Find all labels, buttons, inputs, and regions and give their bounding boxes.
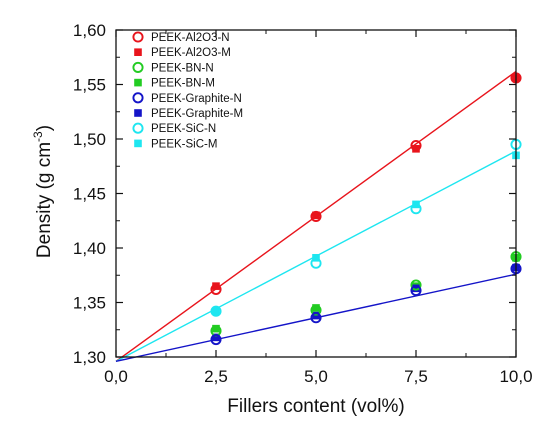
data-markers (210, 72, 522, 346)
point-peek-al2o3-m (312, 211, 320, 220)
legend-label-peek-graphite-m: PEEK-Graphite-M (151, 108, 243, 120)
legend-marker-peek-sic-m (134, 139, 142, 148)
x-tick-label: 7,5 (404, 367, 428, 386)
y-tick-label: 1,35 (73, 294, 106, 313)
point-peek-graphite-n (310, 312, 322, 324)
point-peek-al2o3-n (310, 210, 322, 222)
point-peek-al2o3-n (210, 283, 222, 295)
point-peek-graphite-m (212, 333, 220, 342)
legend-marker-peek-graphite-n (132, 92, 144, 104)
x-axis-title: Fillers content (vol%) (227, 396, 404, 417)
point-peek-graphite-n (410, 284, 422, 297)
y-axis-title-superscript: -3 (31, 131, 45, 142)
legend: PEEK-Al2O3-N PEEK-Al2O3-M PEEK-BN-N PEEK-BN… (132, 31, 243, 150)
point-peek-al2o3-n (410, 139, 422, 152)
y-tick-label: 1,30 (73, 348, 106, 367)
point-peek-al2o3-m (412, 145, 420, 153)
legend-label-peek-al2o3-n: PEEK-Al2O3-N (151, 32, 230, 44)
y-axis-title: Density (g cm-3) (31, 125, 55, 258)
point-peek-sic-n (410, 203, 422, 215)
x-tick-label: 2,5 (204, 367, 228, 386)
y-axis-title-main: Density (g cm (34, 142, 55, 258)
point-peek-bn-n (410, 279, 422, 291)
point-peek-al2o3-m (212, 282, 220, 290)
legend-label-peek-bn-m: PEEK-BN-M (151, 78, 215, 90)
point-peek-sic-n (310, 257, 322, 269)
legend-marker-peek-graphite-m (134, 109, 142, 117)
legend-marker-peek-al2o3-n (132, 31, 144, 43)
y-tick-label: 1,50 (73, 130, 106, 149)
point-peek-sic-n (210, 305, 222, 317)
legend-label-peek-al2o3-m: PEEK-Al2O3-M (151, 47, 231, 59)
axis-ticks: 0,0 2,5 5,0 7,5 10,0 1,30 1,35 1,40 1,45 1,50 1,55… (73, 21, 533, 386)
x-tick-label: 5,0 (304, 367, 328, 386)
point-peek-bn-n (310, 304, 322, 316)
point-peek-graphite-m (412, 284, 420, 293)
y-tick-label: 1,45 (73, 185, 106, 204)
y-tick-label: 1,55 (73, 76, 106, 95)
legend-label-peek-sic-m: PEEK-SiC-M (151, 138, 217, 150)
legend-marker-peek-bn-m (134, 78, 142, 87)
legend-label-peek-sic-n: PEEK-SiC-N (151, 123, 216, 135)
point-peek-bn-m (212, 324, 220, 333)
y-axis-title-tail: ) (34, 125, 55, 131)
y-tick-label: 1,60 (73, 21, 106, 40)
legend-marker-peek-bn-n (132, 61, 144, 73)
legend-marker-peek-sic-n (132, 122, 144, 134)
legend-label-peek-bn-n: PEEK-BN-N (151, 62, 214, 74)
x-tick-label: 0,0 (104, 367, 128, 386)
x-tick-label: 10,0 (499, 367, 532, 386)
point-peek-graphite-n (210, 334, 222, 346)
y-tick-label: 1,40 (73, 239, 106, 258)
legend-marker-peek-al2o3-m (134, 48, 142, 56)
point-peek-bn-m (312, 304, 320, 312)
point-peek-sic-m (212, 307, 220, 316)
legend-label-peek-graphite-n: PEEK-Graphite-N (151, 93, 242, 105)
